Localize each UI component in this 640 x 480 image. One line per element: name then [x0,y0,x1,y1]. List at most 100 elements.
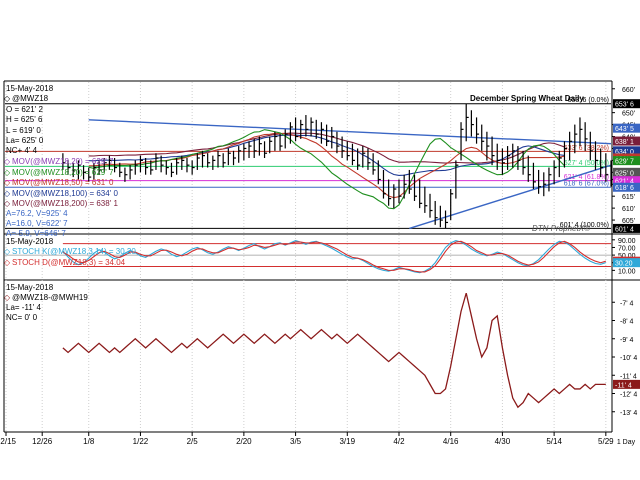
price-bar [579,117,583,147]
diamond-icon: ◇ [4,94,11,103]
price-bar [377,160,381,185]
price-bar [450,189,454,221]
x-tick-label: 4/2 [393,437,405,446]
trendline-stat: A=16.0, V=622' 7 [6,219,68,228]
x-tick-label: 3/19 [339,437,355,446]
price-bar [248,141,252,158]
price-bar [584,122,588,151]
price-bar [393,184,397,209]
price-bar [201,150,205,168]
price-value-tag-bg [613,123,640,133]
price-bar [305,115,309,137]
price-bar [341,136,345,158]
spread-y-tick-label: -12' 4 [620,392,637,399]
spread-y-tick-label: -8' 4 [620,319,634,326]
price-header-last: La= 625' 0 [6,136,44,145]
price-bar [227,148,231,166]
chart-title: December Spring Wheat Daily [470,94,584,103]
x-axis: 12/15 12/26 1/8 1/22 2/5 2/20 3/5 3/19 4/2 4/16 4/… [0,432,636,446]
price-bar [62,153,66,170]
price-bar [331,126,335,149]
price-bar [501,148,505,175]
price-bar [543,172,547,197]
price-bar [439,205,443,228]
price-value-tag: 618' 6 [615,185,634,192]
price-panel: 660'650'645'640'635'630'625'620'615'610'… [5,87,640,233]
study-label: MOV(@MWZ18,50) = 631' 0 [12,178,114,187]
price-bar [243,143,247,161]
x-tick-label: 5/14 [546,437,562,446]
price-bar [481,124,485,151]
price-bar [196,153,200,170]
price-bar [388,179,392,206]
price-bar [362,146,366,168]
price-bar [217,150,221,168]
study-label: MOV(@MWZ18,100) = 634' 0 [12,189,118,198]
price-bar [155,153,159,170]
stoch-y-tick-label: 50.00 [618,253,636,260]
diamond-icon: ◇ [4,247,11,256]
spread-y-tick-label: -9' 4 [620,337,634,344]
price-bar [512,143,516,168]
price-bar [434,200,438,225]
spread-y-tick-label: -11' 4 [620,373,637,380]
price-bar [98,160,102,175]
price-value-tag: 621' 4 [615,179,634,186]
price-y-tick-label: 660' [622,87,635,94]
stoch-y-tick-label: 90.00 [618,238,636,245]
x-tick-label: 4/16 [443,437,459,446]
trendline-stats: A=76.2, V=925' 4 A=16.0, V=622' 7 A=-5.9… [6,209,68,238]
price-bar [382,169,386,199]
price-bar [258,136,262,156]
price-bar [465,103,469,142]
x-axis-label: 1 Day [617,439,636,446]
price-bar [165,160,169,175]
price-bar [129,165,133,180]
price-y-tick-label: 615' [622,194,635,201]
price-header-open: O = 621' 2 [6,105,43,114]
spread-y-tick-label: -10' 4 [620,355,637,362]
price-bar [124,167,128,182]
price-bar [160,155,164,173]
price-y-tick-label: 650' [622,111,635,118]
x-tick-label: 4/30 [495,437,511,446]
stoch-y-tick-label: 10.00 [618,268,636,275]
stoch-value-tag-bg [613,258,640,268]
price-value-tag: 625' 0 [615,170,634,177]
x-tick-label: 2/20 [236,437,252,446]
x-gridlines [5,82,607,432]
fib-level-label: 621' 4 (61.8%) [564,174,609,181]
diamond-icon: ◇ [4,189,11,198]
spread-header-symbol: @MWZ18-@MWH19 [12,293,88,302]
price-header-low: L = 619' 0 [6,126,41,135]
price-value-tag-bg [613,182,640,192]
price-bar [181,155,185,170]
price-bar [88,167,92,182]
price-header-net-change: NC+ 4' 4 [6,146,38,155]
x-tick-label: 12/15 [0,437,17,446]
price-bar [238,146,242,163]
price-bar [496,143,500,170]
fib-level-label: 653' 6 (0.0%) [568,97,609,104]
price-bar [429,193,433,218]
price-bar [563,141,567,168]
study-label: MOV(@MWZ18,20) = 629' 7 [12,157,114,166]
price-bar [310,117,314,137]
fib-level-label: 627' 4 (50.0%) [564,160,609,167]
trendline [88,119,612,145]
price-value-tag: 643' 5 [615,126,634,133]
price-bar [72,162,76,178]
spread-value-tag: -11' 4 [615,382,632,389]
spread-y-tick-label: -7' 4 [620,300,634,307]
diamond-icon: ◇ [4,258,11,267]
price-bar [212,155,216,170]
price-bar [263,141,268,158]
price-bar [553,160,557,185]
price-bar [470,110,474,137]
stoch-y-tick-label: 70.00 [618,245,636,252]
fib-level-label: 633' 6 (38.2%) [564,145,609,152]
price-bar [569,131,573,161]
price-bar [558,150,562,178]
